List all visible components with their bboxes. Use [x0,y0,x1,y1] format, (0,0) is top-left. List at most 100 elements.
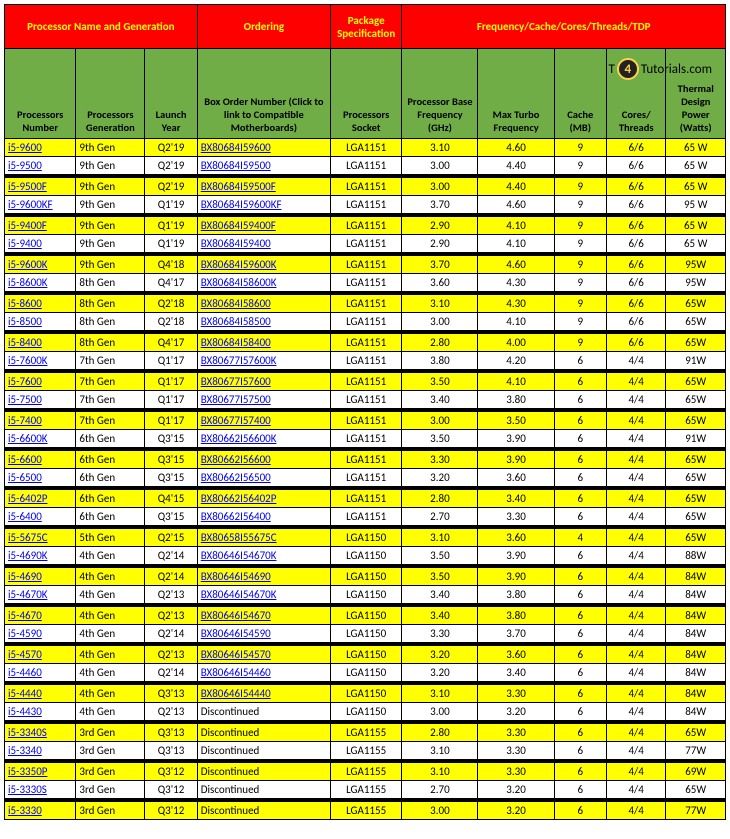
cell: 4/4 [606,568,665,586]
processor-number-link[interactable]: i5-4440 [8,687,42,700]
processor-number-link[interactable]: i5-3340S [8,726,47,739]
cell: 4/4 [606,391,665,409]
box-order-link[interactable]: BX80646I54670K [201,549,277,562]
cell: LGA1151 [330,490,401,508]
processor-number-link[interactable]: i5-4590 [8,627,42,640]
box-order-link[interactable]: BX80684I58500 [201,315,271,328]
processor-number-link[interactable]: i5-9600 [8,141,42,154]
table-row: i5-8600K8th GenQ4'17BX80684I58600KLGA115… [5,274,726,292]
table-row: i5-9500F9th GenQ2'19BX80684I59500FLGA115… [5,178,726,196]
cell: 3.70 [402,256,478,274]
box-order-link[interactable]: BX80684I59400F [201,219,276,232]
processor-number-link[interactable]: i5-6600 [8,453,42,466]
box-order-link[interactable]: BX80684I59600KF [201,198,282,211]
processor-number-link[interactable]: i5-4430 [8,705,42,718]
cell: 6th Gen [76,430,145,448]
table-row: i5-6600K6th GenQ3'15BX80662I56600KLGA115… [5,430,726,448]
box-order-link[interactable]: BX80684I58400 [201,336,271,349]
processor-number-link[interactable]: i5-6402P [8,492,47,505]
processor-number-link[interactable]: i5-9500 [8,159,42,172]
cell: 3.40 [402,391,478,409]
box-order-discontinued: Discontinued [201,783,260,796]
cell: Q3'13 [145,685,197,703]
processor-number-link[interactable]: i5-6600K [8,432,47,445]
processor-number-link[interactable]: i5-9500F [8,180,47,193]
box-order-link[interactable]: BX80677I57400 [201,414,271,427]
cell: 9th Gen [76,217,145,235]
processor-number-link[interactable]: i5-7500 [8,393,42,406]
processor-number-link[interactable]: i5-6400 [8,510,42,523]
box-order-link[interactable]: BX80646I54440 [201,687,271,700]
processor-number-link[interactable]: i5-9600K [8,258,47,271]
box-order-link[interactable]: BX80684I59600K [201,258,277,271]
processor-number-link[interactable]: i5-4670 [8,609,42,622]
cell: LGA1150 [330,703,401,721]
cell: 84W [666,586,726,604]
box-order-link[interactable]: BX80646I54690 [201,570,271,583]
box-order-link[interactable]: BX80684I59600 [201,141,271,154]
table-row: i5-85008th GenQ2'18BX80684I58500LGA11513… [5,313,726,331]
column-header: Launch Year [145,49,197,139]
processor-number-link[interactable]: i5-4670K [8,588,47,601]
table-row: i5-3330S3rd GenQ3'12DiscontinuedLGA11552… [5,781,726,799]
processor-number-link[interactable]: i5-6500 [8,471,42,484]
cell: 9 [554,334,606,352]
cell: 4/4 [606,646,665,664]
box-order-link[interactable]: BX80646I54670K [201,588,277,601]
column-header: Processors Number [5,49,76,139]
cell: 3rd Gen [76,724,145,742]
table-row: i5-46704th GenQ2'13BX80646I54670LGA11503… [5,607,726,625]
processor-number-link[interactable]: i5-3340 [8,744,42,757]
cell: 2.70 [402,508,478,526]
processor-number-link[interactable]: i5-9400F [8,219,47,232]
box-order-link[interactable]: BX80662I56600 [201,453,271,466]
processor-number-link[interactable]: i5-4460 [8,666,42,679]
cell: 6 [554,352,606,370]
box-order-link[interactable]: BX80662I56500 [201,471,271,484]
processor-number-link[interactable]: i5-8500 [8,315,42,328]
processor-number-link[interactable]: i5-3350P [8,765,47,778]
cell: 6 [554,724,606,742]
box-order-link[interactable]: BX80684I59500F [201,180,276,193]
box-order-link[interactable]: BX80662I56400 [201,510,271,523]
cell: LGA1151 [330,217,401,235]
cell: 3.80 [402,352,478,370]
processor-number-link[interactable]: i5-3330 [8,804,42,817]
box-order-link[interactable]: BX80662I56600K [201,432,277,445]
processor-number-link[interactable]: i5-4690K [8,549,47,562]
cell: Q1'19 [145,196,197,214]
cell: 3rd Gen [76,763,145,781]
box-order-link[interactable]: BX80646I54590 [201,627,271,640]
cell: 6/6 [606,217,665,235]
box-order-link[interactable]: BX80677I57600 [201,375,271,388]
box-order-link[interactable]: BX80684I59400 [201,237,271,250]
box-order-link[interactable]: BX80684I59500 [201,159,271,172]
column-header: Max Turbo Frequency [478,49,554,139]
column-header: Processors Generation [76,49,145,139]
box-order-link[interactable]: BX80684I58600 [201,297,271,310]
processor-number-link[interactable]: i5-5675C [8,531,48,544]
processor-number-link[interactable]: i5-4570 [8,648,42,661]
processor-number-link[interactable]: i5-7600 [8,375,42,388]
column-header: Processor Base Frequency (GHz) [402,49,478,139]
processor-number-link[interactable]: i5-9600KF [8,198,53,211]
box-order-link[interactable]: BX80658I55675C [201,531,277,544]
processor-number-link[interactable]: i5-7600K [8,354,47,367]
box-order-link[interactable]: BX80646I54570 [201,648,271,661]
box-order-link[interactable]: BX80684I58600K [201,276,277,289]
processor-number-link[interactable]: i5-4690 [8,570,42,583]
processor-number-link[interactable]: i5-3330S [8,783,47,796]
processor-number-link[interactable]: i5-8400 [8,336,42,349]
box-order-link[interactable]: BX80646I54460 [201,666,271,679]
box-order-link[interactable]: BX80646I54670 [201,609,271,622]
cell: 6 [554,490,606,508]
processor-number-link[interactable]: i5-9400 [8,237,42,250]
processor-number-link[interactable]: i5-8600 [8,297,42,310]
cell: 3.30 [478,724,554,742]
processor-number-link[interactable]: i5-8600K [8,276,47,289]
cell: 4/4 [606,802,665,820]
box-order-link[interactable]: BX80677I57500 [201,393,271,406]
box-order-link[interactable]: BX80662I56402P [201,492,277,505]
box-order-link[interactable]: BX80677I57600K [201,354,277,367]
processor-number-link[interactable]: i5-7400 [8,414,42,427]
